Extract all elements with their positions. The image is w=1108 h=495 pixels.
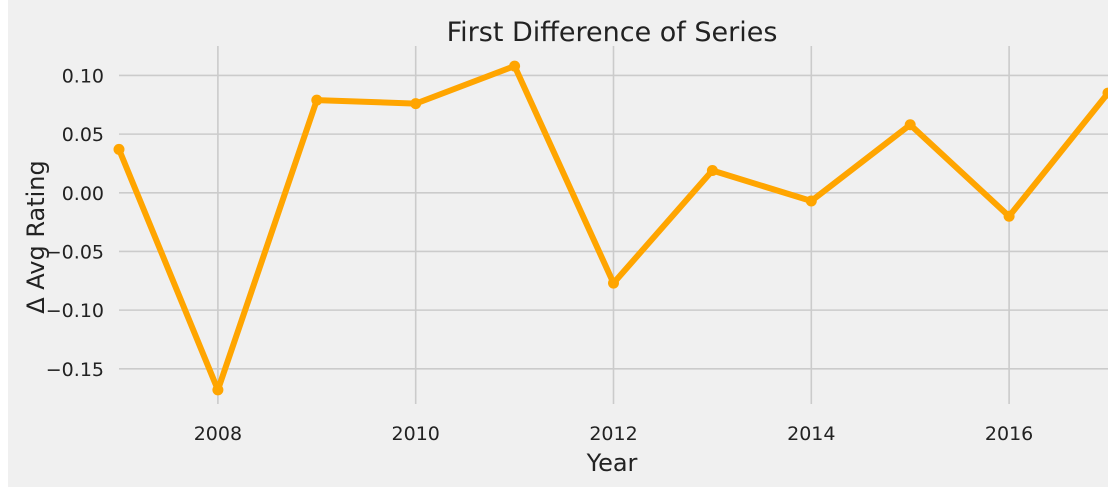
chart-figure: 0.10 0.05 0.00 −0.05 −0.10 −0.15 2008 2010 2012 2…: [8, 0, 1108, 487]
y-tick-label: 0.05: [62, 124, 104, 146]
data-point-marker: [212, 384, 224, 396]
data-point-marker: [904, 119, 916, 131]
x-tick-label: 2012: [589, 423, 637, 445]
tick-labels: 0.10 0.05 0.00 −0.05 −0.10 −0.15 2008 2010 2012 2…: [46, 65, 1034, 445]
data-point-marker: [805, 195, 817, 207]
series-line-group: [113, 60, 1108, 396]
y-tick-label: −0.10: [46, 300, 104, 322]
grid-lines: [119, 46, 1108, 404]
y-tick-label: 0.10: [62, 65, 104, 87]
y-tick-label: 0.00: [62, 183, 104, 205]
y-tick-label: −0.05: [46, 241, 104, 263]
data-point-marker: [410, 98, 422, 110]
data-point-marker: [706, 165, 718, 177]
x-tick-label: 2016: [985, 423, 1033, 445]
y-axis-label: Δ Avg Rating: [22, 160, 50, 314]
data-point-marker: [1102, 87, 1108, 99]
data-point-marker: [113, 143, 125, 155]
line-chart: 0.10 0.05 0.00 −0.05 −0.10 −0.15 2008 2010 2012 2…: [22, 17, 1108, 477]
x-tick-label: 2008: [194, 423, 242, 445]
data-point-marker: [608, 277, 619, 289]
data-point-marker: [509, 60, 521, 72]
data-point-marker: [311, 94, 323, 106]
x-tick-label: 2010: [392, 423, 440, 445]
x-tick-label: 2014: [787, 423, 835, 445]
y-tick-label: −0.15: [46, 359, 104, 381]
x-axis-label: Year: [586, 449, 638, 477]
chart-title: First Difference of Series: [447, 17, 778, 48]
data-point-marker: [1003, 210, 1015, 222]
